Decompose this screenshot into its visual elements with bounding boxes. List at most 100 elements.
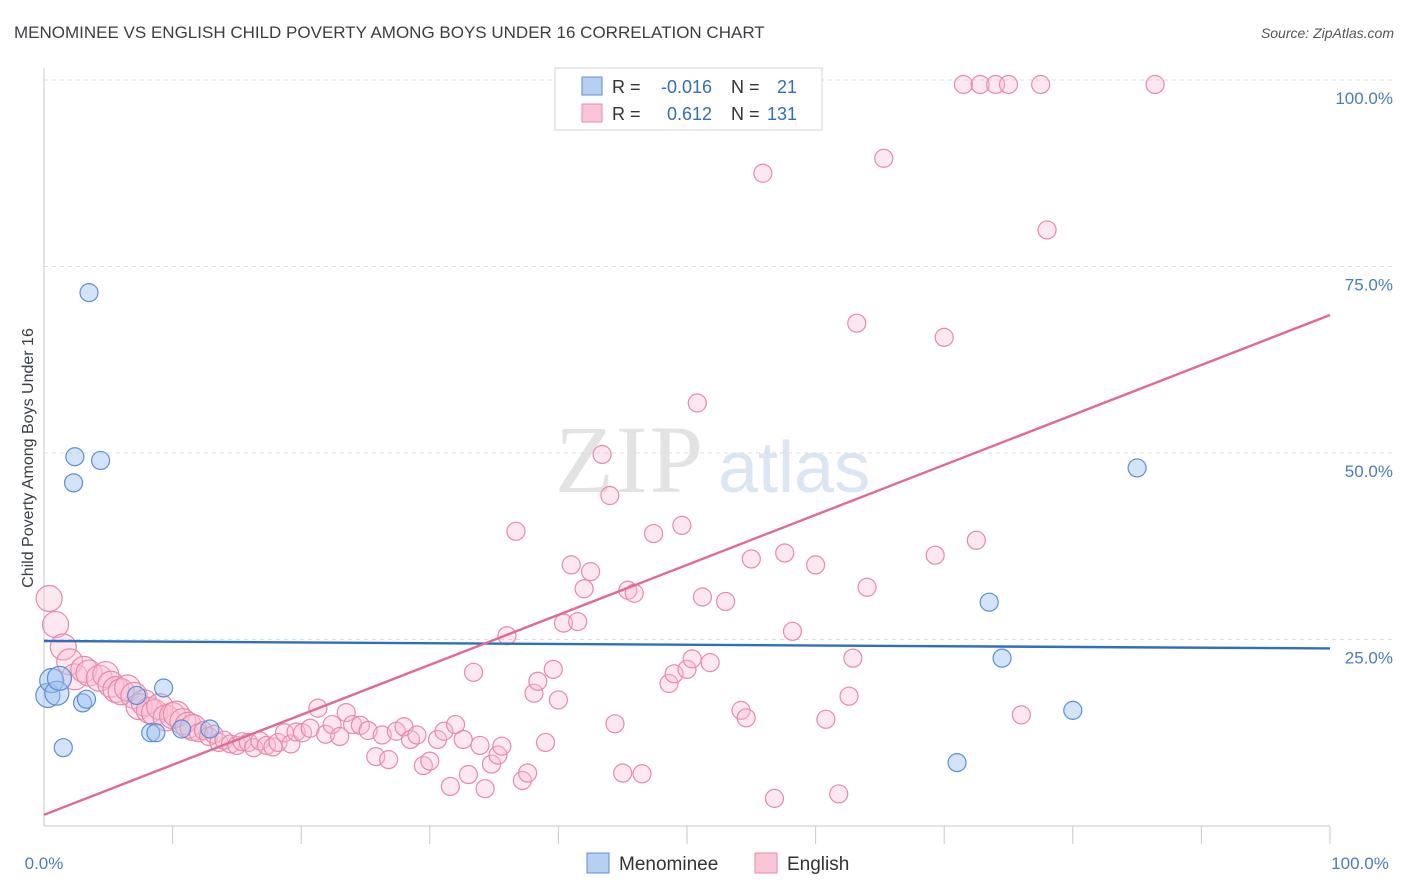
- english-point-106: [736, 708, 756, 728]
- english-point-104: [715, 591, 736, 612]
- english-point-111: [782, 621, 803, 641]
- english-point-90: [605, 714, 625, 734]
- english-point-47: [322, 714, 342, 735]
- english-point-124: [970, 74, 990, 95]
- english-point-103: [700, 653, 720, 673]
- english-point-63: [434, 721, 454, 741]
- english-point-10: [102, 675, 130, 704]
- legend-r-value-english: 0.612: [667, 104, 712, 124]
- y-axis-label: Child Poverty Among Boys Under 16: [20, 328, 37, 588]
- english-point-122: [953, 74, 974, 95]
- menominee-points: [35, 283, 1147, 773]
- english-point-88: [592, 444, 612, 465]
- english-point-97: [664, 664, 684, 684]
- english-point-128: [1031, 74, 1051, 95]
- english-point-65: [445, 714, 466, 735]
- english-point-80: [535, 732, 556, 753]
- menominee-point-18: [979, 592, 999, 612]
- menominee-point-12: [141, 723, 161, 743]
- legend-r-label-menominee: R =: [612, 77, 641, 97]
- legend-r-label-english: R =: [612, 104, 641, 124]
- english-point-67: [458, 764, 478, 785]
- english-point-14: [125, 693, 153, 721]
- english-point-101: [687, 393, 707, 413]
- english-point-77: [517, 763, 538, 783]
- english-point-129: [1037, 220, 1057, 240]
- english-point-78: [524, 683, 544, 703]
- english-point-119: [874, 148, 894, 168]
- legend-swatch-english: [581, 103, 603, 123]
- english-point-110: [775, 543, 795, 563]
- y-tick-label-50: 50.0%: [1345, 462, 1393, 481]
- english-point-81: [543, 659, 563, 679]
- menominee-point-9: [79, 283, 99, 303]
- english-point-66: [453, 729, 473, 750]
- english-point-96: [659, 673, 679, 694]
- x-tick-label-left: 0.0%: [25, 854, 64, 873]
- menominee-point-7: [72, 693, 93, 713]
- legend-r-value-menominee: -0.016: [661, 77, 712, 97]
- y-tick-label-25: 25.0%: [1345, 649, 1393, 668]
- english-point-126: [998, 74, 1019, 95]
- english-point-82: [548, 690, 569, 710]
- english-point-26: [193, 720, 214, 741]
- legend-n-value-menominee: 21: [777, 77, 797, 97]
- english-point-112: [805, 555, 826, 575]
- english-point-69: [470, 735, 490, 756]
- series-legend-label-english: English: [787, 854, 849, 875]
- english-point-48: [330, 726, 350, 747]
- english-point-89: [600, 485, 620, 506]
- menominee-point-19: [992, 648, 1012, 668]
- menominee-point-13: [146, 723, 166, 743]
- x-tick-label-right: 100.0%: [1331, 854, 1389, 873]
- english-point-115: [839, 686, 859, 706]
- english-point-91: [613, 763, 633, 783]
- english-point-70: [475, 779, 495, 799]
- english-point-121: [934, 327, 954, 347]
- english-trendline: [43, 313, 1331, 816]
- english-point-108: [753, 163, 773, 183]
- english-point-55: [379, 750, 399, 770]
- english-point-118: [857, 577, 877, 597]
- menominee-point-3: [46, 665, 73, 691]
- trendlines: [43, 313, 1331, 816]
- menominee-point-4: [53, 738, 73, 758]
- menominee-point-20: [1063, 700, 1083, 720]
- english-point-59: [407, 725, 427, 745]
- chart-source: Source: ZipAtlas.com: [1261, 25, 1394, 41]
- menominee-point-8: [76, 689, 97, 709]
- english-point-61: [420, 751, 440, 771]
- english-point-95: [643, 523, 664, 544]
- y-tick-label-75: 75.0%: [1345, 276, 1393, 295]
- series-legend-swatch-english: [754, 852, 778, 874]
- x-axis-ticks: [172, 826, 1331, 844]
- english-point-75: [506, 521, 526, 541]
- english-point-117: [847, 313, 867, 333]
- english-point-37: [256, 735, 277, 756]
- english-point-84: [561, 555, 581, 575]
- english-point-127: [1011, 705, 1031, 725]
- y-axis-tick-labels: 25.0% 50.0% 75.0% 100.0%: [1335, 89, 1393, 668]
- menominee-point-15: [172, 719, 192, 739]
- menominee-point-11: [126, 685, 147, 706]
- watermark-atlas: atlas: [718, 428, 870, 508]
- english-point-113: [816, 709, 836, 729]
- chart-title: MENOMINEE VS ENGLISH CHILD POVERTY AMONG…: [14, 23, 765, 42]
- gridlines: [44, 79, 1394, 640]
- english-point-99: [677, 659, 697, 679]
- series-legend-label-menominee: Menominee: [619, 854, 718, 875]
- english-point-46: [316, 724, 336, 744]
- legend-swatch-menominee: [581, 76, 603, 96]
- english-point-54: [372, 725, 392, 745]
- english-point-41: [281, 734, 301, 754]
- english-point-5: [70, 655, 98, 683]
- legend-n-label-menominee: N =: [731, 77, 760, 97]
- stats-legend: R = -0.016 N = 21 R = 0.612 N = 131: [554, 67, 823, 131]
- english-point-87: [580, 562, 601, 582]
- english-point-94: [632, 764, 652, 784]
- english-point-98: [672, 515, 692, 535]
- watermark: ZIP atlas: [555, 406, 870, 513]
- legend-n-value-english: 131: [767, 104, 797, 124]
- english-point-1: [41, 610, 70, 639]
